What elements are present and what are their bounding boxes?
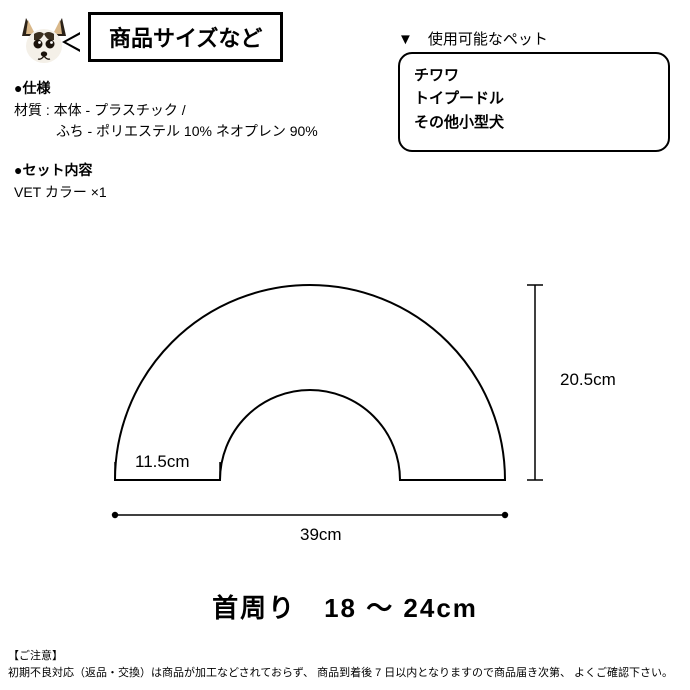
spec-block: ●仕様 材質 : 本体 - プラスチック / ふち - ポリエステル 10% ネ… (14, 78, 318, 143)
header-row: 商品サイズなど (14, 12, 283, 66)
title-box: 商品サイズなど (88, 12, 283, 62)
page-title: 商品サイズなど (109, 26, 262, 51)
set-block: ●セット内容 VET カラー ×1 (14, 160, 107, 203)
spec-heading: ●仕様 (14, 78, 318, 100)
width-dim-label: 39cm (300, 525, 342, 545)
speech-tail-inner (66, 34, 81, 50)
pets-header: ▼ 使用可能なペット (398, 28, 548, 49)
spec-line-2: ふち - ポリエステル 10% ネオプレン 90% (14, 121, 318, 143)
pet-item-3: その他小型犬 (414, 111, 654, 134)
spec-line-1: 材質 : 本体 - プラスチック / (14, 100, 318, 122)
caution-block: 【ご注意】 初期不良対応（返品・交換）は商品が加工などされておらず、 商品到着後… (8, 648, 673, 681)
pet-item-2: トイプードル (414, 87, 654, 110)
size-diagram (80, 250, 620, 550)
neck-circumference: 首周り 18 ～ 24cm (0, 588, 690, 625)
height-dim-label: 20.5cm (560, 370, 616, 390)
pet-item-1: チワワ (414, 64, 654, 87)
caution-body: 初期不良対応（返品・交換）は商品が加工などされておらず、 商品到着後 7 日以内… (8, 665, 673, 682)
set-heading: ●セット内容 (14, 160, 107, 182)
pets-box: チワワ トイプードル その他小型犬 (398, 52, 670, 152)
set-line-1: VET カラー ×1 (14, 182, 107, 204)
caution-heading: 【ご注意】 (8, 648, 673, 665)
gap-dim-label: 11.5cm (135, 452, 190, 472)
